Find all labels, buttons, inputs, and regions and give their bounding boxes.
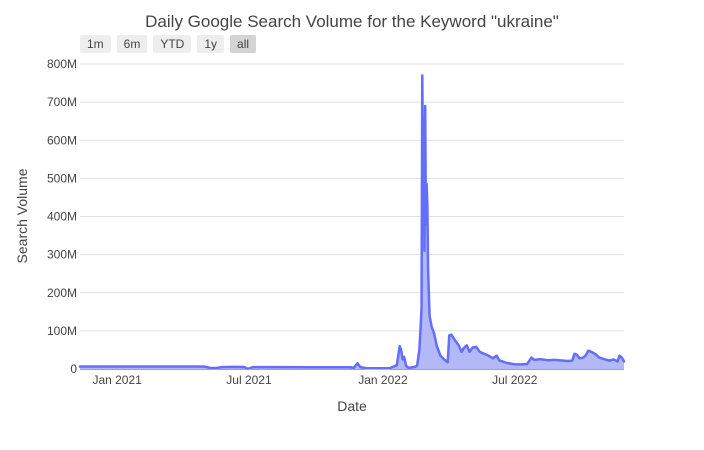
y-tick-label: 100M xyxy=(47,324,77,338)
axes: 0 100M 200M 300M 400M 500M 600M 700M 800M Jan 202… xyxy=(47,57,538,387)
range-selector: 1m 6m YTD 1y all xyxy=(80,35,257,53)
y-tick-label: 800M xyxy=(47,57,77,71)
x-tick-label: Jan 2022 xyxy=(358,373,408,387)
series-fill xyxy=(80,75,624,369)
y-tick-label: 300M xyxy=(47,248,77,262)
x-tick-label: Jul 2022 xyxy=(492,373,538,387)
range-button-6m[interactable]: 6m xyxy=(116,35,148,53)
y-tick-label: 0 xyxy=(70,362,77,376)
range-button-all[interactable]: all xyxy=(230,35,257,53)
range-button-1y[interactable]: 1y xyxy=(197,35,225,53)
y-tick-label: 500M xyxy=(47,171,77,185)
x-tick-label: Jan 2021 xyxy=(92,373,142,387)
y-tick-label: 700M xyxy=(47,95,77,109)
series-line[interactable] xyxy=(78,74,626,370)
range-button-1m[interactable]: 1m xyxy=(80,35,111,53)
y-axis-title: Search Volume xyxy=(14,168,30,263)
y-tick-label: 600M xyxy=(47,133,77,147)
grid-lines xyxy=(80,63,624,370)
y-tick-label: 200M xyxy=(47,286,77,300)
x-axis-title: Date xyxy=(337,398,367,414)
x-tick-label: Jul 2021 xyxy=(226,373,272,387)
y-tick-label: 400M xyxy=(47,210,77,224)
range-button-ytd[interactable]: YTD xyxy=(153,35,192,53)
series-area[interactable] xyxy=(78,74,626,370)
chart-title: Daily Google Search Volume for the Keywo… xyxy=(145,12,559,31)
